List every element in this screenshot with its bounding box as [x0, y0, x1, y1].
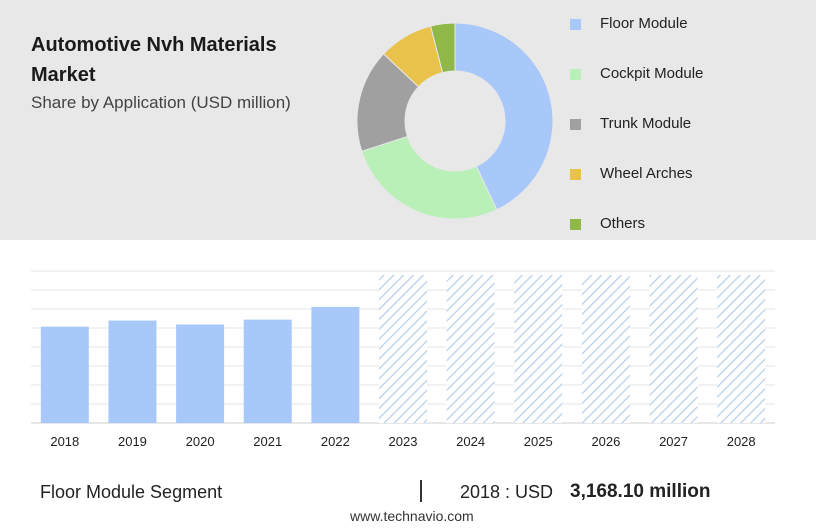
forecast-bar-2025 [514, 275, 563, 423]
footer-divider [420, 480, 422, 502]
legend-swatch [570, 69, 581, 80]
footer-segment: Floor Module Segment [40, 482, 223, 502]
donut-chart [356, 22, 554, 220]
x-tick-label: 2018 [50, 434, 79, 449]
forecast-bar-2028 [717, 275, 766, 423]
legend-item-trunk-module: Trunk Module [568, 110, 798, 160]
x-tick-label: 2020 [186, 434, 215, 449]
x-tick-label: 2019 [118, 434, 147, 449]
x-tick-label: 2024 [456, 434, 485, 449]
legend-swatch [570, 119, 581, 130]
legend-swatch [570, 169, 581, 180]
pie-slice-cockpit-module [361, 135, 498, 220]
legend-item-floor-module: Floor Module [568, 10, 798, 60]
chart-title: Automotive Nvh Materials Market [31, 34, 277, 86]
legend-item-cockpit-module: Cockpit Module [568, 60, 798, 110]
source-link[interactable]: www.technavio.com [350, 508, 474, 524]
x-tick-label: 2023 [389, 434, 418, 449]
bar-2019 [108, 320, 157, 423]
footer-value: 3,168.10 million [570, 481, 711, 502]
pie-slice-others [430, 22, 456, 74]
chart-subtitle: Share by Application (USD million) [31, 93, 291, 112]
forecast-bar-2024 [446, 275, 495, 423]
legend-label: Cockpit Module [600, 65, 704, 82]
forecast-bar-2027 [649, 275, 698, 423]
legend-swatch [570, 19, 581, 30]
legend-label: Trunk Module [600, 115, 692, 132]
pie-slice-floor-module [454, 22, 554, 211]
legend: Floor Module Cockpit Module Trunk Module… [568, 10, 798, 260]
bar-2021 [243, 319, 292, 423]
bar-2018 [40, 326, 89, 423]
legend-label: Floor Module [600, 15, 688, 32]
legend-item-others: Others [568, 210, 798, 260]
x-tick-label: 2025 [524, 434, 553, 449]
forecast-bar-2023 [379, 275, 427, 423]
legend-swatch [570, 219, 581, 230]
legend-label: Wheel Arches [600, 165, 693, 182]
bar-2022 [311, 306, 360, 423]
x-tick-label: 2026 [591, 434, 620, 449]
legend-label: Others [600, 215, 646, 232]
bar-chart: 2018 2019 2020 2021 2022 2023 2024 2025 2026 2027… [31, 270, 775, 449]
x-tick-label: 2022 [321, 434, 350, 449]
legend-item-wheel-arches: Wheel Arches [568, 160, 798, 210]
footer-year-label: 2018 : USD [460, 482, 554, 502]
x-tick-label: 2028 [727, 434, 756, 449]
x-tick-label: 2021 [253, 434, 282, 449]
forecast-bar-2026 [581, 275, 630, 423]
x-tick-label: 2027 [659, 434, 688, 449]
bar-2020 [176, 324, 225, 423]
